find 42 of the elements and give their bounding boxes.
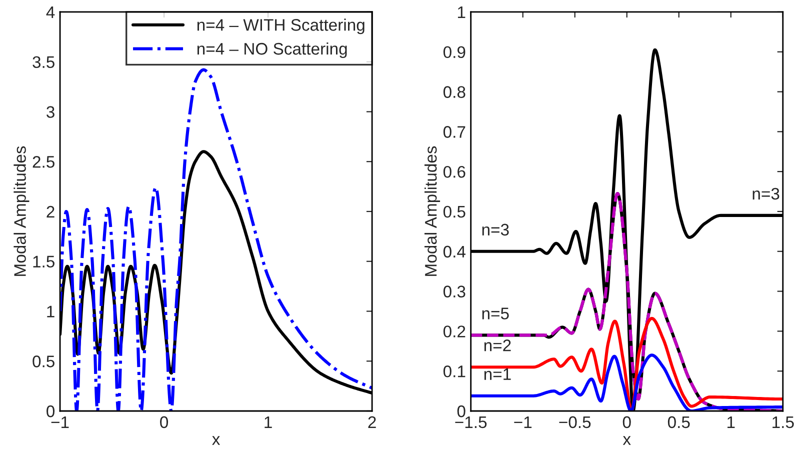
y-tick-label: 0.4 <box>443 246 466 258</box>
y-tick-label: 0.6 <box>443 166 466 178</box>
x-tick-label: −1 <box>514 416 532 428</box>
x-tick-label: 0 <box>622 416 631 428</box>
x-tick-label: −1 <box>51 416 69 428</box>
legend-label: n=4 – WITH Scattering <box>197 18 364 34</box>
y-tick-label: 4 <box>46 6 55 18</box>
x-tick-label: 0.5 <box>668 416 690 428</box>
annotation: n=1 <box>484 368 511 380</box>
x-tick-label: 1.5 <box>772 416 794 428</box>
x-tick-label: 1 <box>728 416 735 428</box>
y-tick-label: 2 <box>46 206 54 218</box>
annotation: n=3 <box>482 224 509 236</box>
x-tick-label: 1 <box>264 416 272 428</box>
annotation: n=5 <box>482 308 509 320</box>
y-tick-label: 0.7 <box>443 126 466 138</box>
x-tick-label: 0 <box>160 416 168 428</box>
x-tick-label: −0.5 <box>559 416 591 428</box>
y-tick-label: 1 <box>47 306 54 318</box>
y-tick-label: 0.8 <box>443 86 466 98</box>
x-tick-label: −1.5 <box>455 416 487 428</box>
y-tick-label: 1 <box>458 6 466 18</box>
y-tick-label: 0.3 <box>443 286 466 298</box>
y-tick-label: 0.2 <box>443 326 466 338</box>
y-axis-title: Modal Amplitudes <box>424 146 440 276</box>
y-tick-label: 0.1 <box>443 366 466 378</box>
annotation: n=2 <box>484 340 511 352</box>
x-axis-title: x <box>622 436 631 445</box>
y-tick-label: 2.5 <box>32 156 54 168</box>
y-tick-label: 0.5 <box>443 206 466 218</box>
x-tick-label: 2 <box>368 416 376 428</box>
y-axis-title: Modal Amplitudes <box>14 146 30 276</box>
y-tick-label: 0 <box>457 405 466 418</box>
annotation: n=3 <box>752 188 780 200</box>
legend-label: n=4 – NO Scattering <box>197 42 347 58</box>
y-tick-label: 0.9 <box>443 46 466 58</box>
y-tick-label: 0 <box>46 405 55 418</box>
y-tick-label: 1.5 <box>33 256 54 268</box>
y-tick-label: 3 <box>46 106 54 118</box>
x-axis-title: x <box>212 436 220 445</box>
y-tick-label: 3.5 <box>32 56 54 68</box>
y-tick-label: 0.5 <box>32 356 54 368</box>
